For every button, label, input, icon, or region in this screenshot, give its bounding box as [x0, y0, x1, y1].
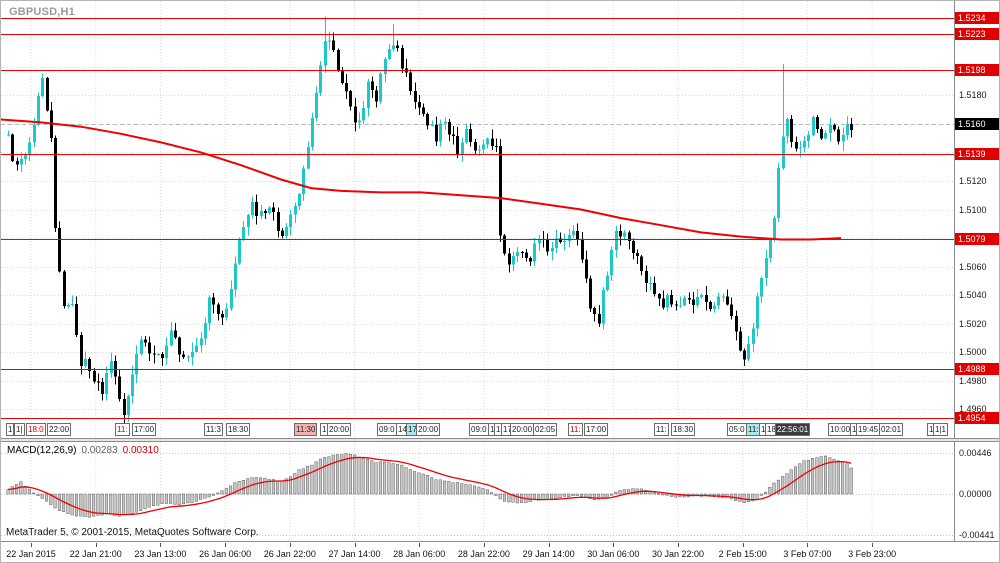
panel-divider[interactable] — [1, 438, 999, 442]
time-axis-label: 3 Feb 07:00 — [783, 549, 832, 559]
time-tick — [225, 543, 226, 547]
price-axis-label: 1.4980 — [959, 375, 987, 386]
time-tick — [419, 543, 420, 547]
macd-axis-label: 0.00000 — [959, 489, 992, 499]
event-time-box: 02:05 — [533, 423, 558, 436]
event-time-box: 1 — [6, 423, 15, 436]
time-axis-label: 23 Jan 13:00 — [134, 549, 187, 559]
macd-axis-label: -0.00441 — [959, 529, 995, 540]
price-axis-label: 1.5180 — [959, 90, 987, 101]
time-axis-label: 2 Feb 15:00 — [718, 549, 767, 559]
price-level-label: 1.5234 — [955, 12, 999, 25]
price-chart-panel[interactable]: GBPUSD,H1 1 1| 18:0 22:00 11: 17:00 11:3 18:30 1… — [1, 1, 999, 438]
ma-line — [1, 118, 842, 241]
time-axis-label: 30 Jan 22:00 — [651, 549, 705, 559]
time-tick — [678, 543, 679, 547]
event-time-box: 1|1 — [933, 423, 948, 436]
event-time-box: 18:30 — [226, 423, 251, 436]
event-time-box: 11: — [654, 423, 669, 436]
event-time-box: 19:45 — [856, 423, 881, 436]
event-time-box: 10:00 — [828, 423, 853, 436]
time-axis-label: 28 Jan 06:00 — [393, 549, 446, 559]
event-time-box: 09:0 — [469, 423, 489, 436]
time-axis-label: 26 Jan 06:00 — [199, 549, 252, 559]
price-level-label: 1.4988 — [955, 363, 999, 376]
time-tick — [160, 543, 161, 547]
event-time-box: 18:0 — [26, 423, 46, 436]
time-tick — [549, 543, 550, 547]
event-time-box: 22:56:01 — [775, 423, 811, 436]
event-time-box: 05:0 — [727, 423, 747, 436]
time-axis-label: 26 Jan 22:00 — [263, 549, 316, 559]
macd-canvas[interactable] — [1, 442, 954, 541]
price-axis-label: 1.5020 — [959, 318, 987, 329]
event-time-box: 20:00 — [416, 423, 441, 436]
price-chart-canvas[interactable] — [1, 1, 954, 438]
time-axis-label: 30 Jan 06:00 — [587, 549, 640, 559]
time-axis[interactable]: 22 Jan 2015 22 Jan 21:00 23 Jan 13:00 26 Ja… — [1, 543, 999, 562]
time-axis-label: 22 Jan 21:00 — [69, 549, 122, 559]
time-axis-label: 22 Jan 2015 — [6, 549, 56, 559]
symbol-timeframe-label: GBPUSD,H1 — [9, 6, 75, 18]
time-axis-label: 29 Jan 14:00 — [522, 549, 575, 559]
macd-signal-value: 0.00310 — [122, 445, 159, 456]
time-tick — [31, 543, 32, 547]
macd-histogram — [6, 453, 853, 518]
time-axis-label: 27 Jan 14:00 — [328, 549, 381, 559]
event-time-box: 11: — [115, 423, 130, 436]
macd-indicator-label: MACD(12,26,9) 0.00283 0.00310 — [7, 445, 159, 456]
time-tick — [613, 543, 614, 547]
time-tick — [290, 543, 291, 547]
price-level-label: 1.5139 — [955, 147, 999, 160]
event-time-box: 20:00 — [510, 423, 535, 436]
macd-indicator-panel[interactable]: MACD(12,26,9) 0.00283 0.00310 0.00446 0.000… — [1, 442, 999, 541]
event-time-box: 17:00 — [584, 423, 609, 436]
price-axis-label: 1.5100 — [959, 204, 987, 215]
price-axis-label: 1.5120 — [959, 175, 987, 186]
event-marker-row: 1 1| 18:0 22:00 11: 17:00 11:3 18:30 11:30 1 20:00… — [1, 422, 954, 437]
price-level-label: 1.5223 — [955, 27, 999, 40]
time-tick — [807, 543, 808, 547]
price-level-label: 1.5079 — [955, 233, 999, 246]
current-price-label: 1.5160 — [955, 117, 999, 130]
price-level-label: 1.4954 — [955, 412, 999, 424]
price-level-label: 1.5198 — [955, 63, 999, 76]
time-tick — [872, 543, 873, 547]
event-time-box: 20:00 — [327, 423, 352, 436]
time-axis-label: 3 Feb 23:00 — [848, 549, 897, 559]
time-tick — [96, 543, 97, 547]
price-axis-label: 1.5000 — [959, 347, 987, 358]
event-time-box: 11: — [568, 423, 583, 436]
macd-axis-label: 0.00446 — [959, 447, 992, 458]
macd-name: MACD(12,26,9) — [7, 445, 77, 456]
candles-layer — [7, 16, 853, 424]
price-axis-label: 1.5040 — [959, 290, 987, 301]
event-time-box: 11:3 — [204, 423, 223, 436]
event-time-box: 09:0 — [377, 423, 397, 436]
copyright-attribution: MetaTrader 5, © 2001-2015, MetaQuotes So… — [6, 527, 259, 538]
price-axis-label: 1.4960 — [959, 404, 987, 415]
event-time-box: 11:30 — [294, 423, 318, 436]
price-axis-label: 1.5060 — [959, 261, 987, 272]
price-axis-border — [954, 1, 955, 541]
event-time-box: 02:01 — [879, 423, 904, 436]
time-tick — [484, 543, 485, 547]
time-tick — [355, 543, 356, 547]
time-axis-label: 28 Jan 22:00 — [457, 549, 510, 559]
time-tick — [743, 543, 744, 547]
event-time-box: 18:30 — [671, 423, 696, 436]
macd-signal-line — [7, 456, 852, 516]
panel-divider-bottom — [1, 541, 999, 543]
event-time-box: 22:00 — [47, 423, 72, 436]
event-time-box: 17:00 — [132, 423, 157, 436]
macd-main-value: 0.00283 — [81, 445, 118, 456]
event-time-box: 1| — [14, 423, 25, 436]
